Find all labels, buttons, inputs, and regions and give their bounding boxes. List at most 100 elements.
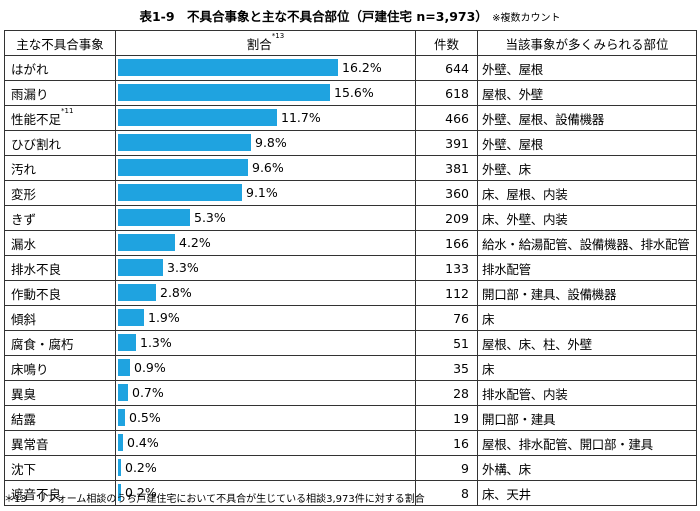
table-row: 排水不良 3.3% 133 排水配管 [4, 255, 697, 281]
table-row: 沈下 0.2% 9 外構、床 [4, 455, 697, 481]
bar-label-12: 0.9% [134, 360, 166, 375]
row-name: 排水不良 [4, 255, 116, 281]
row-location: 屋根、排水配管、開口部・建具 [477, 430, 697, 456]
bar-7 [118, 234, 175, 251]
header-row: 主な不具合事象 割合*13 件数 当該事象が多くみられる部位 [4, 30, 697, 56]
bar-label-9: 2.8% [160, 285, 192, 300]
row-bar-cell: 11.7% [115, 105, 416, 131]
bar-9 [118, 284, 156, 301]
header-location: 当該事象が多くみられる部位 [477, 30, 697, 56]
row-name: 傾斜 [4, 305, 116, 331]
row-bar-cell: 16.2% [115, 55, 416, 81]
bar-11 [118, 334, 136, 351]
row-bar-cell: 0.4% [115, 430, 416, 456]
bar-12 [118, 359, 130, 376]
bar-label-1: 15.6% [334, 85, 374, 100]
row-bar-cell: 1.3% [115, 330, 416, 356]
row-count: 644 [415, 55, 478, 81]
row-name: 異常音 [4, 430, 116, 456]
row-count: 112 [415, 280, 478, 306]
table-row: 汚れ 9.6% 381 外壁、床 [4, 155, 697, 181]
bar-10 [118, 309, 144, 326]
row-count: 166 [415, 230, 478, 256]
row-location: 外壁、屋根 [477, 55, 697, 81]
row-name: 結露 [4, 405, 116, 431]
row-bar-cell: 9.6% [115, 155, 416, 181]
row-bar-cell: 3.3% [115, 255, 416, 281]
table-row: 変形 9.1% 360 床、屋根、内装 [4, 180, 697, 206]
bar-13 [118, 384, 128, 401]
row-location: 外壁、屋根 [477, 130, 697, 156]
row-location: 外構、床 [477, 455, 697, 481]
row-count: 9 [415, 455, 478, 481]
row-count: 16 [415, 430, 478, 456]
bar-16 [118, 459, 121, 476]
bar-15 [118, 434, 123, 451]
row-location: 排水配管、内装 [477, 380, 697, 406]
bar-1 [118, 84, 330, 101]
table-row: 異臭 0.7% 28 排水配管、内装 [4, 380, 697, 406]
table-row: はがれ 16.2% 644 外壁、屋根 [4, 55, 697, 81]
row-count: 76 [415, 305, 478, 331]
defect-table: 主な不具合事象 割合*13 件数 当該事象が多くみられる部位 はがれ 16.2% 6… [4, 30, 697, 506]
title-note: ※複数カウント [492, 13, 561, 24]
row-count: 133 [415, 255, 478, 281]
row-location: 屋根、床、柱、外壁 [477, 330, 697, 356]
bar-0 [118, 59, 338, 76]
footnote: ＊13 リフォーム相談のうち戸建住宅において不具合が生じている相談3,973件に… [4, 494, 425, 505]
bar-2 [118, 109, 277, 126]
row-count: 381 [415, 155, 478, 181]
row-count: 19 [415, 405, 478, 431]
table-row: きず 5.3% 209 床、外壁、内装 [4, 205, 697, 231]
row-location: 開口部・建具 [477, 405, 697, 431]
row-location: 外壁、床 [477, 155, 697, 181]
bar-label-16: 0.2% [125, 460, 157, 475]
row-name: 腐食・腐朽 [4, 330, 116, 356]
row-location: 屋根、外壁 [477, 80, 697, 106]
row-location: 床、屋根、内装 [477, 180, 697, 206]
table-row: 異常音 0.4% 16 屋根、排水配管、開口部・建具 [4, 430, 697, 456]
bar-label-2: 11.7% [281, 110, 321, 125]
row-name: 漏水 [4, 230, 116, 256]
row-count: 35 [415, 355, 478, 381]
row-name: 沈下 [4, 455, 116, 481]
bar-4 [118, 159, 248, 176]
table-row: 雨漏り 15.6% 618 屋根、外壁 [4, 80, 697, 106]
table-row: 遮音不良 0.2% 8 床、天井 [4, 480, 697, 506]
row-location: 排水配管 [477, 255, 697, 281]
row-bar-cell: 4.2% [115, 230, 416, 256]
header-ratio-sup: *13 [271, 31, 285, 40]
table-row: 結露 0.5% 19 開口部・建具 [4, 405, 697, 431]
bar-label-17: 0.2% [125, 485, 157, 500]
row-count: 360 [415, 180, 478, 206]
bar-label-8: 3.3% [167, 260, 199, 275]
bar-6 [118, 209, 190, 226]
row-name: 性能不足*11 [4, 105, 116, 131]
row-location: 床、外壁、内装 [477, 205, 697, 231]
row-location: 開口部・建具、設備機器 [477, 280, 697, 306]
header-name: 主な不具合事象 [4, 30, 116, 56]
row-count: 391 [415, 130, 478, 156]
bar-5 [118, 184, 242, 201]
row-name: 雨漏り [4, 80, 116, 106]
bar-label-13: 0.7% [132, 385, 164, 400]
title-text: 表1-9 不具合事象と主な不具合部位（戸建住宅 n=3,973） [139, 9, 488, 24]
row-bar-cell: 9.8% [115, 130, 416, 156]
row-location: 外壁、屋根、設備機器 [477, 105, 697, 131]
row-name: 変形 [4, 180, 116, 206]
row-count: 209 [415, 205, 478, 231]
row-name: 床鳴り [4, 355, 116, 381]
row-bar-cell: 2.8% [115, 280, 416, 306]
row-bar-cell: 9.1% [115, 180, 416, 206]
row-count: 466 [415, 105, 478, 131]
row-name: きず [4, 205, 116, 231]
bar-14 [118, 409, 125, 426]
row-location: 床 [477, 355, 697, 381]
row-location: 給水・給湯配管、設備機器、排水配管 [477, 230, 697, 256]
table-row: 傾斜 1.9% 76 床 [4, 305, 697, 331]
row-bar-cell: 1.9% [115, 305, 416, 331]
row-bar-cell: 5.3% [115, 205, 416, 231]
header-count: 件数 [415, 30, 478, 56]
bar-label-14: 0.5% [129, 410, 161, 425]
row-name: 異臭 [4, 380, 116, 406]
